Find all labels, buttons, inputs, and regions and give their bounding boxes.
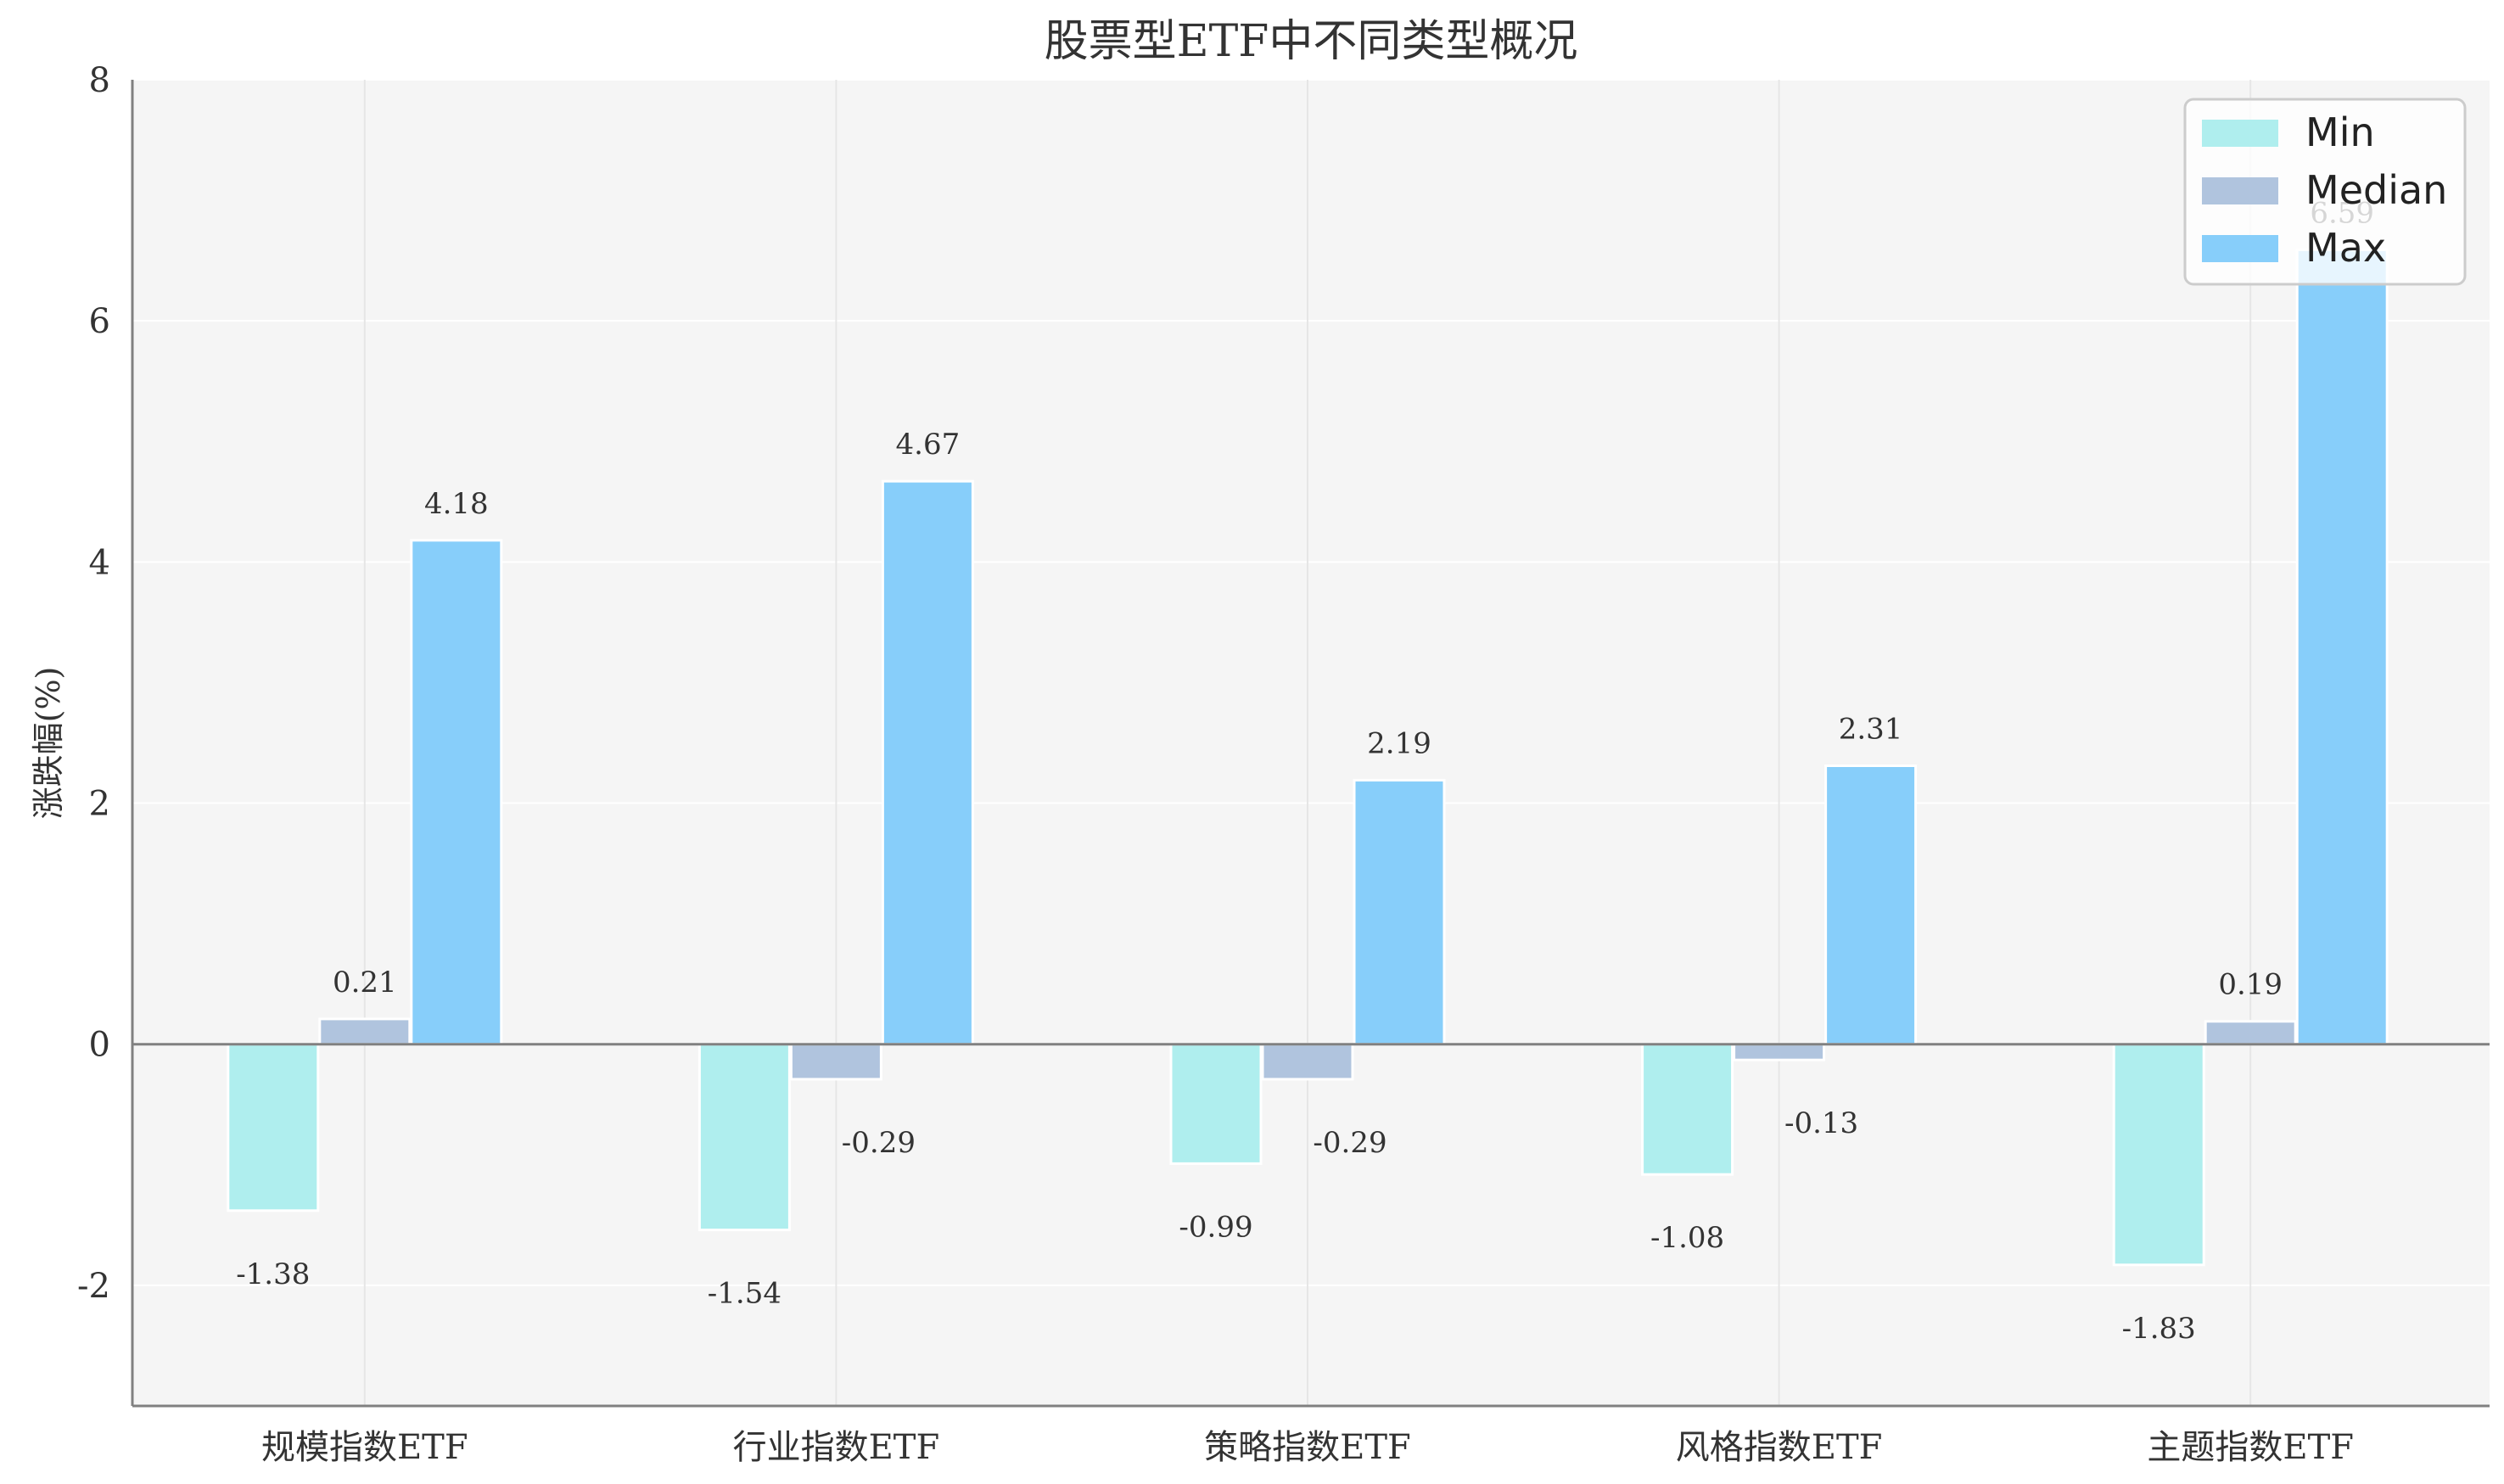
data-label: -1.08 bbox=[1650, 1221, 1724, 1255]
y-axis-ticks: -2 0 2 4 6 8 bbox=[77, 61, 110, 1306]
bars bbox=[227, 248, 2389, 1267]
x-tick-label: 行业指数ETF bbox=[733, 1428, 940, 1467]
x-tick-label: 规模指数ETF bbox=[261, 1428, 468, 1467]
legend-swatch-median bbox=[2202, 177, 2278, 204]
legend: Min Median Max bbox=[2183, 98, 2467, 286]
data-label: 0.21 bbox=[333, 966, 397, 1000]
legend-swatch-max bbox=[2202, 235, 2278, 262]
x-axis-ticks: 规模指数ETF 行业指数ETF 策略指数ETF 风格指数ETF 主题指数ETF bbox=[261, 1428, 2354, 1467]
bar-min bbox=[1169, 1043, 1263, 1165]
y-tick-label: 4 bbox=[89, 543, 110, 582]
data-labels: -1.38 -1.54 -0.99 -1.08 -1.83 0.21 -0.29 -0.29 -… bbox=[236, 196, 2374, 1345]
data-label: 4.18 bbox=[424, 487, 489, 521]
grid-lines bbox=[132, 79, 2490, 1406]
data-label: -0.29 bbox=[1313, 1126, 1386, 1160]
data-label: -0.99 bbox=[1179, 1210, 1252, 1244]
y-tick-label: 6 bbox=[89, 302, 110, 341]
x-tick-label: 风格指数ETF bbox=[1676, 1428, 1883, 1467]
legend-label-min: Min bbox=[2305, 109, 2375, 155]
y-tick-label: 2 bbox=[89, 785, 110, 824]
bar-max bbox=[410, 539, 503, 1046]
bar-min bbox=[697, 1043, 791, 1232]
data-label: -0.13 bbox=[1784, 1106, 1858, 1140]
plot-area bbox=[132, 80, 2490, 1406]
data-label: 2.19 bbox=[1367, 727, 1431, 761]
legend-label-median: Median bbox=[2305, 167, 2447, 213]
bar-min bbox=[2112, 1043, 2205, 1267]
data-label: -1.38 bbox=[236, 1257, 310, 1291]
bar-max bbox=[1353, 779, 1446, 1046]
data-label: -1.54 bbox=[708, 1277, 781, 1311]
data-label: 2.31 bbox=[1839, 712, 1903, 746]
bar-median bbox=[318, 1017, 412, 1046]
bar-min bbox=[227, 1043, 320, 1212]
data-label: -0.29 bbox=[842, 1126, 916, 1160]
bar-median bbox=[789, 1043, 882, 1081]
bar-max bbox=[881, 479, 974, 1046]
y-tick-label: 8 bbox=[89, 61, 110, 100]
bar-max bbox=[2295, 248, 2389, 1046]
bar-max bbox=[1824, 764, 1918, 1046]
legend-label-max: Max bbox=[2305, 225, 2386, 271]
data-label: 4.67 bbox=[896, 428, 961, 462]
bar-min bbox=[1641, 1043, 1734, 1176]
data-label: -1.83 bbox=[2122, 1312, 2196, 1346]
x-tick-label: 策略指数ETF bbox=[1204, 1428, 1411, 1467]
chart-title: 股票型ETF中不同类型概况 bbox=[1045, 16, 1578, 67]
bar-median bbox=[2204, 1020, 2297, 1046]
y-tick-label: -2 bbox=[77, 1267, 110, 1306]
legend-swatch-min bbox=[2202, 120, 2278, 147]
bar-median bbox=[1261, 1043, 1354, 1081]
y-tick-label: 0 bbox=[89, 1026, 110, 1065]
x-tick-label: 主题指数ETF bbox=[2147, 1428, 2354, 1467]
y-axis-label: 涨跌幅(%) bbox=[30, 667, 67, 820]
bar-median bbox=[1733, 1043, 1826, 1061]
data-label: 0.19 bbox=[2218, 968, 2283, 1002]
